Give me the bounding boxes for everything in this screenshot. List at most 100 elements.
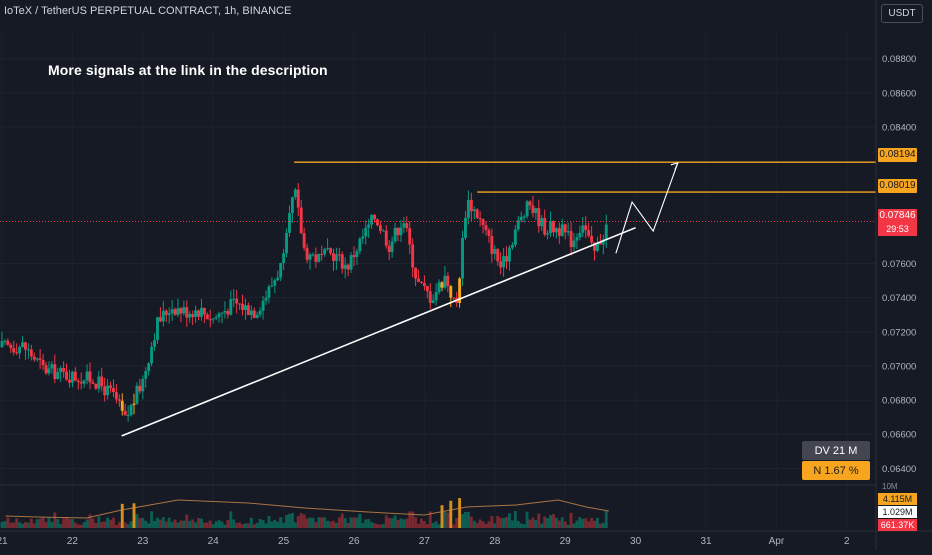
- volume-bar: [425, 524, 429, 528]
- candle-body: [566, 231, 570, 233]
- volume-bar: [238, 522, 242, 528]
- candle-body: [434, 292, 438, 301]
- volume-bar: [458, 498, 462, 528]
- volume-bar: [320, 517, 324, 528]
- candle-body: [408, 228, 412, 245]
- candle-body: [411, 244, 415, 268]
- volume-bar: [349, 517, 353, 528]
- volume-bar: [85, 519, 89, 528]
- volume-bars: [0, 498, 609, 528]
- volume-bar: [581, 518, 585, 528]
- volume-bar: [270, 521, 274, 528]
- candle-body: [387, 245, 391, 253]
- candle-body: [15, 352, 19, 354]
- volume-bar: [76, 524, 80, 528]
- price-tick-label: 0.08600: [882, 88, 916, 99]
- candle-body: [109, 385, 112, 389]
- volume-bar: [273, 519, 277, 528]
- volume-bar: [264, 523, 268, 528]
- volume-bar: [531, 517, 535, 528]
- candle-body: [150, 346, 154, 364]
- candle-body: [587, 230, 591, 236]
- candle-body: [285, 232, 288, 254]
- candle-body: [481, 219, 485, 226]
- candle-body: [534, 208, 538, 214]
- candle-body: [62, 368, 66, 372]
- volume-bar: [88, 514, 92, 528]
- volume-bar: [126, 524, 130, 528]
- volume-bar: [112, 517, 115, 528]
- volume-bar: [455, 518, 459, 528]
- volume-bar: [417, 523, 420, 528]
- volume-bar: [56, 519, 60, 528]
- candle-body: [191, 314, 195, 317]
- grid: [0, 28, 876, 530]
- annotation-text[interactable]: More signals at the link in the descript…: [48, 62, 328, 78]
- volume-bar: [334, 522, 338, 528]
- symbol-title[interactable]: IoTeX / TetherUS PERPETUAL CONTRACT, 1h,…: [4, 5, 292, 17]
- volume-bar: [578, 517, 582, 528]
- currency-button[interactable]: USDT: [881, 4, 923, 23]
- drawings[interactable]: [0, 161, 876, 437]
- candle-body: [346, 264, 350, 270]
- volume-bar: [343, 518, 347, 528]
- volume-bar: [73, 522, 77, 528]
- volume-bar: [358, 513, 362, 528]
- price-tick-label: 0.08800: [882, 54, 916, 65]
- volume-bar: [258, 518, 262, 528]
- candle-body: [531, 205, 535, 214]
- candle-body: [396, 227, 400, 236]
- candle-body: [85, 371, 89, 381]
- candle-body: [76, 380, 80, 383]
- candle-body: [508, 247, 511, 262]
- volume-bar: [53, 512, 57, 528]
- candle-body: [3, 340, 7, 342]
- volume-bar: [3, 520, 7, 528]
- volume-bar: [337, 517, 341, 528]
- volume-bar: [158, 519, 162, 528]
- candle-body: [229, 299, 233, 315]
- candle-body: [425, 286, 429, 292]
- volume-bar: [153, 520, 156, 528]
- volume-bar: [123, 522, 127, 528]
- volume-bar: [290, 513, 294, 528]
- volume-bar: [434, 521, 438, 528]
- price-tick-label: 0.06600: [882, 430, 916, 441]
- volume-bar: [346, 523, 350, 528]
- candle-body: [282, 253, 286, 263]
- price-tick-label: 0.07400: [882, 293, 916, 304]
- candle-body: [302, 233, 306, 248]
- last-price-tag: 0.07846: [878, 209, 917, 223]
- volume-bar: [493, 523, 497, 528]
- ascending-trendline: [121, 226, 636, 437]
- volume-bar: [596, 517, 599, 528]
- volume-bar: [261, 520, 265, 528]
- volume-bar: [355, 517, 359, 528]
- volume-bar: [235, 522, 239, 528]
- candle-body: [525, 201, 529, 217]
- volume-bar: [402, 519, 406, 528]
- time-tick-label: 25: [278, 536, 290, 547]
- candle-body: [138, 385, 142, 392]
- time-tick-label: 24: [208, 536, 220, 547]
- volume-bar: [510, 520, 514, 528]
- volume-bar: [428, 511, 432, 528]
- volume-bar: [200, 518, 203, 528]
- candle-body: [73, 371, 77, 381]
- candle-body: [156, 317, 159, 341]
- candle-body: [449, 286, 453, 298]
- volume-bar: [405, 518, 409, 528]
- candle-body: [308, 254, 312, 260]
- candle-body: [554, 228, 558, 233]
- volume-bar: [59, 524, 63, 528]
- candle-body: [185, 307, 189, 318]
- candle-body: [0, 341, 4, 348]
- candle-body: [35, 358, 39, 360]
- candle-body: [91, 382, 95, 384]
- candle-body: [537, 208, 541, 227]
- time-tick-label: 23: [137, 536, 149, 547]
- volume-bar: [173, 519, 177, 528]
